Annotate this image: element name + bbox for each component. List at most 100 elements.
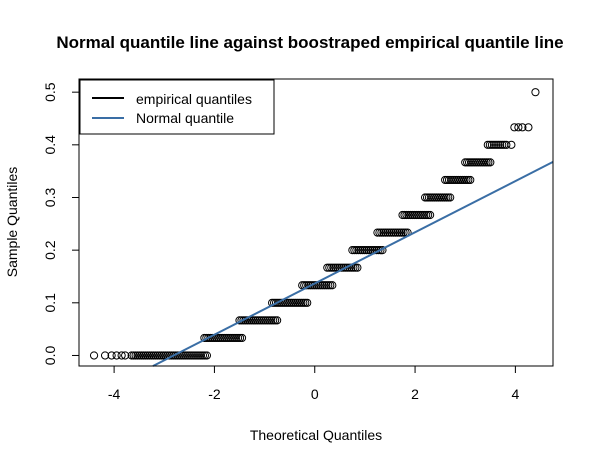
empirical-point: [351, 263, 360, 272]
empirical-point: [531, 88, 540, 97]
empirical-point: [188, 351, 198, 360]
y-tick-label: 0.5: [42, 82, 58, 102]
empirical-point: [377, 228, 386, 237]
empirical-point: [263, 316, 272, 325]
empirical-point: [327, 263, 336, 272]
empirical-point: [498, 140, 507, 149]
x-axis-label: Theoretical Quantiles: [250, 427, 382, 443]
empirical-point: [325, 263, 334, 272]
empirical-point: [222, 333, 231, 343]
empirical-point: [183, 351, 192, 360]
empirical-point: [486, 158, 495, 167]
empirical-point: [202, 351, 212, 360]
empirical-point: [249, 316, 258, 325]
empirical-point: [397, 228, 406, 237]
empirical-point: [324, 281, 333, 290]
empirical-point: [153, 351, 162, 360]
empirical-point: [483, 140, 492, 149]
empirical-point: [186, 351, 196, 360]
y-tick-label: 0.1: [42, 293, 58, 313]
empirical-point: [510, 123, 519, 132]
empirical-point: [253, 316, 262, 325]
empirical-point: [89, 351, 99, 360]
legend-label-empirical: empirical quantiles: [136, 91, 252, 107]
empirical-point: [487, 140, 497, 149]
empirical-point: [204, 333, 213, 343]
empirical-point: [192, 351, 202, 360]
empirical-point: [237, 333, 247, 343]
empirical-point: [412, 210, 421, 220]
y-tick-label: 0.3: [42, 188, 58, 208]
empirical-point: [257, 316, 266, 325]
x-tick-label: 0: [311, 386, 319, 402]
empirical-point: [261, 316, 270, 325]
empirical-point: [229, 333, 239, 343]
empirical-point: [410, 210, 419, 220]
empirical-point: [353, 263, 362, 272]
empirical-point: [466, 175, 475, 185]
empirical-point: [352, 246, 361, 255]
empirical-point: [416, 210, 425, 220]
empirical-point: [169, 351, 178, 360]
y-axis: 0.0 0.1 0.2 0.3 0.4 0.5: [42, 82, 80, 365]
empirical-point: [251, 316, 260, 325]
empirical-point: [218, 333, 227, 343]
x-tick-label: -4: [108, 386, 121, 402]
empirical-point: [404, 210, 413, 220]
normal-quantile-line: [152, 161, 554, 367]
empirical-point: [514, 123, 523, 132]
empirical-points-layer: [89, 88, 540, 360]
empirical-point: [328, 281, 337, 290]
empirical-point: [389, 228, 398, 237]
empirical-point: [507, 140, 516, 149]
x-axis: -4 -2 0 2 4: [108, 365, 519, 402]
empirical-point: [341, 263, 350, 272]
empirical-point: [220, 333, 229, 343]
empirical-point: [214, 333, 223, 343]
empirical-point: [129, 351, 138, 360]
empirical-point: [112, 351, 121, 360]
empirical-point: [420, 210, 429, 220]
empirical-point: [216, 333, 225, 343]
empirical-point: [121, 351, 130, 360]
y-tick-label: 0.4: [42, 135, 58, 155]
empirical-point: [117, 351, 126, 360]
empirical-point: [391, 228, 400, 237]
empirical-point: [387, 228, 396, 237]
empirical-point: [376, 246, 385, 255]
empirical-point: [320, 281, 329, 290]
empirical-point: [485, 140, 494, 149]
empirical-point: [402, 210, 411, 220]
empirical-point: [323, 263, 332, 272]
empirical-point: [426, 210, 435, 220]
empirical-point: [364, 246, 373, 255]
empirical-point: [350, 246, 359, 255]
empirical-point: [308, 281, 317, 290]
empirical-point: [418, 210, 427, 220]
empirical-point: [231, 333, 241, 343]
empirical-point: [393, 228, 402, 237]
empirical-point: [375, 228, 384, 237]
empirical-point: [446, 193, 455, 202]
legend: empirical quantiles Normal quantile: [79, 79, 275, 135]
x-tick-label: -2: [208, 386, 221, 402]
empirical-point: [145, 351, 154, 360]
empirical-point: [137, 351, 146, 360]
empirical-point: [331, 263, 340, 272]
empirical-point: [383, 228, 392, 237]
empirical-point: [496, 140, 505, 149]
empirical-point: [329, 263, 338, 272]
empirical-point: [271, 316, 280, 325]
empirical-point: [414, 210, 423, 220]
x-tick-label: 2: [411, 386, 419, 402]
empirical-point: [235, 333, 245, 343]
empirical-point: [494, 140, 503, 149]
empirical-point: [239, 316, 248, 325]
empirical-point: [265, 316, 274, 325]
empirical-point: [107, 351, 116, 360]
empirical-point: [224, 333, 233, 343]
empirical-point: [181, 351, 190, 360]
empirical-point: [269, 316, 278, 325]
empirical-point: [273, 316, 282, 325]
